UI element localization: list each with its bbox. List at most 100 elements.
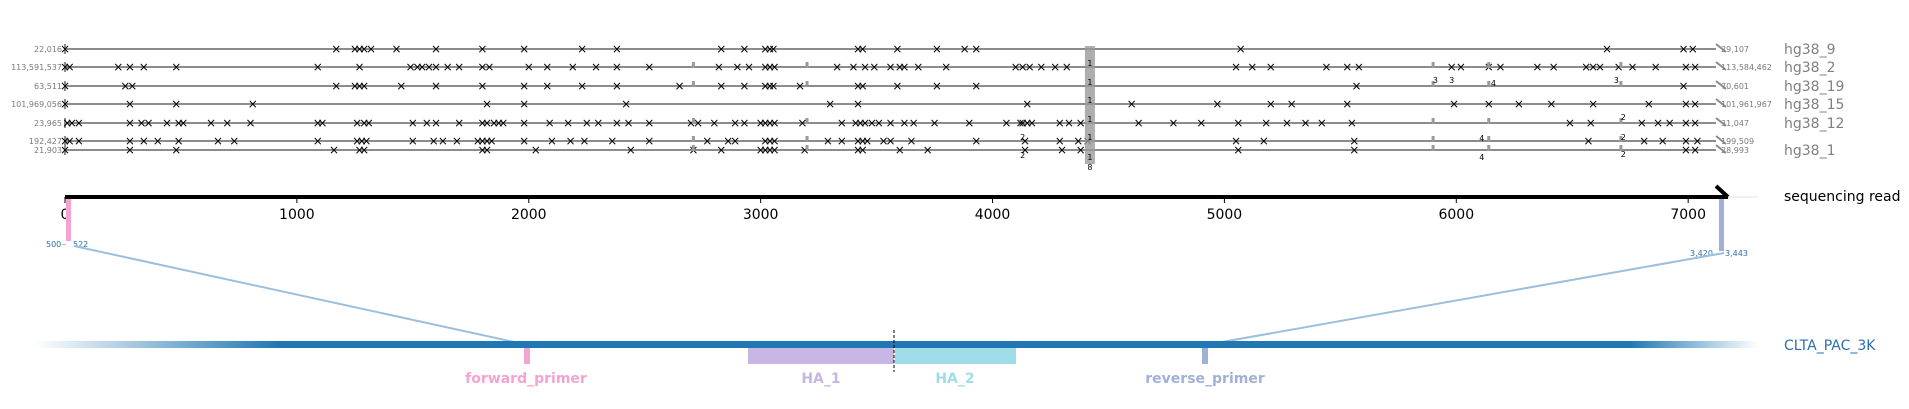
mismatch-mark: × xyxy=(906,134,916,148)
mismatch-mark: × xyxy=(1665,116,1675,130)
target-bar xyxy=(280,341,1630,348)
mismatch-mark: × xyxy=(60,42,70,56)
mismatch-mark: × xyxy=(1679,42,1689,56)
mismatch-mark: × xyxy=(125,143,135,157)
mismatch-mark: × xyxy=(593,116,603,130)
mismatch-mark: × xyxy=(760,143,770,157)
alignment-row-hg38_2: 113,591,537 113,584,462×× × × × × × × ××××× × × ×× ×… xyxy=(11,60,1772,74)
mismatch-mark: × xyxy=(686,116,696,130)
mismatch-mark: × xyxy=(1266,60,1276,74)
mismatch-mark: × xyxy=(1681,143,1691,157)
mismatch-mark: × xyxy=(1347,116,1357,130)
axis-tick-label-2000: 2000 xyxy=(511,207,547,223)
mismatch-mark: × xyxy=(971,134,981,148)
alignment-label: hg38_9 xyxy=(1784,42,1835,58)
mismatch-mark: × xyxy=(716,143,726,157)
mismatch-mark: × xyxy=(74,134,84,148)
mismatch-mark: × xyxy=(74,116,84,130)
mismatch-mark: × xyxy=(1317,116,1327,130)
mismatch-mark: × xyxy=(317,116,327,130)
deletion-tick xyxy=(691,62,695,68)
mismatch-mark: × xyxy=(429,134,439,148)
mismatch-mark: × xyxy=(392,42,402,56)
mismatch-mark: × xyxy=(895,143,905,157)
axis-tick-label-4000: 4000 xyxy=(975,207,1011,223)
mismatch-mark: × xyxy=(565,134,575,148)
mismatch-mark: × xyxy=(756,116,766,130)
mismatch-mark: × xyxy=(422,116,432,130)
mismatch-mark: × xyxy=(1287,97,1297,111)
axis-tick-label-0: 0 xyxy=(61,207,70,223)
deletion-tick xyxy=(1619,81,1623,87)
mismatch-mark: × xyxy=(125,134,135,148)
mismatch-mark: × xyxy=(760,116,770,130)
mismatch-mark: × xyxy=(1658,134,1668,148)
deletion-tick xyxy=(1487,118,1491,124)
mismatch-mark: × xyxy=(895,60,905,74)
alignment-right-coord: 113,584,462 xyxy=(1721,63,1772,72)
mismatch-mark: × xyxy=(879,134,889,148)
mismatch-mark: × xyxy=(867,116,877,130)
indel-annotation: 3 xyxy=(1433,76,1438,85)
mismatch-mark: × xyxy=(245,116,255,130)
mismatch-mark: × xyxy=(1349,143,1359,157)
mismatch-mark: × xyxy=(765,116,775,130)
mismatch-mark: × xyxy=(206,116,216,130)
mismatch-mark: × xyxy=(113,60,123,74)
mismatch-mark: × xyxy=(136,116,146,130)
mismatch-mark: × xyxy=(313,60,323,74)
mismatch-mark: × xyxy=(770,143,780,157)
mismatch-mark: × xyxy=(352,134,362,148)
mismatch-mark: × xyxy=(1692,134,1702,148)
mismatch-mark: × xyxy=(1247,60,1257,74)
mismatch-mark: × xyxy=(1022,97,1032,111)
mismatch-mark: × xyxy=(1050,60,1060,74)
mismatch-mark: × xyxy=(357,134,367,148)
mismatch-mark: × xyxy=(800,143,810,157)
mismatch-mark: × xyxy=(739,116,749,130)
indel-annotation: 1 xyxy=(1087,115,1092,124)
mismatch-mark: × xyxy=(178,116,188,130)
mismatch-mark: × xyxy=(354,79,364,93)
mismatch-mark: × xyxy=(412,60,422,74)
mismatch-mark: × xyxy=(1690,97,1700,111)
mismatch-mark: × xyxy=(760,79,770,93)
reverse-primer-feature xyxy=(1202,348,1208,364)
mismatch-mark: × xyxy=(438,134,448,148)
mismatch-mark: × xyxy=(1001,116,1011,130)
mismatch-mark: × xyxy=(607,134,617,148)
mismatch-mark: × xyxy=(923,143,933,157)
mismatch-mark: × xyxy=(519,116,529,130)
mismatch-mark: × xyxy=(498,116,508,130)
mismatch-mark: × xyxy=(1018,60,1028,74)
mismatch-mark: × xyxy=(1055,134,1065,148)
mismatch-mark: × xyxy=(932,79,942,93)
mismatch-mark: × xyxy=(542,60,552,74)
fwd-coord-start: 500 xyxy=(46,240,61,249)
mismatch-mark: × xyxy=(139,134,149,148)
mismatch-mark: × xyxy=(862,134,872,148)
deletion-tick xyxy=(1431,118,1435,124)
mismatch-mark: × xyxy=(473,134,483,148)
deletion-tick xyxy=(1619,62,1623,68)
mismatch-mark: × xyxy=(1681,134,1691,148)
mismatch-mark: × xyxy=(853,97,863,111)
mismatch-mark: × xyxy=(913,60,923,74)
mismatch-mark: × xyxy=(797,116,807,130)
mismatch-mark: × xyxy=(1449,97,1459,111)
mismatch-mark: × xyxy=(454,116,464,130)
read-reverse-primer-block xyxy=(1719,199,1724,251)
mismatch-mark: × xyxy=(1447,60,1457,74)
mismatch-mark: × xyxy=(853,143,863,157)
alignment-right-end xyxy=(1715,98,1727,108)
forward-primer-feature xyxy=(524,348,530,364)
read-forward-primer-block xyxy=(66,199,71,241)
mismatch-mark: × xyxy=(693,116,703,130)
mismatch-mark: × xyxy=(723,134,733,148)
mismatch-mark: × xyxy=(644,60,654,74)
ha1-label: HA_1 xyxy=(801,371,840,387)
mismatch-mark: × xyxy=(125,97,135,111)
mismatch-mark: × xyxy=(313,116,323,130)
